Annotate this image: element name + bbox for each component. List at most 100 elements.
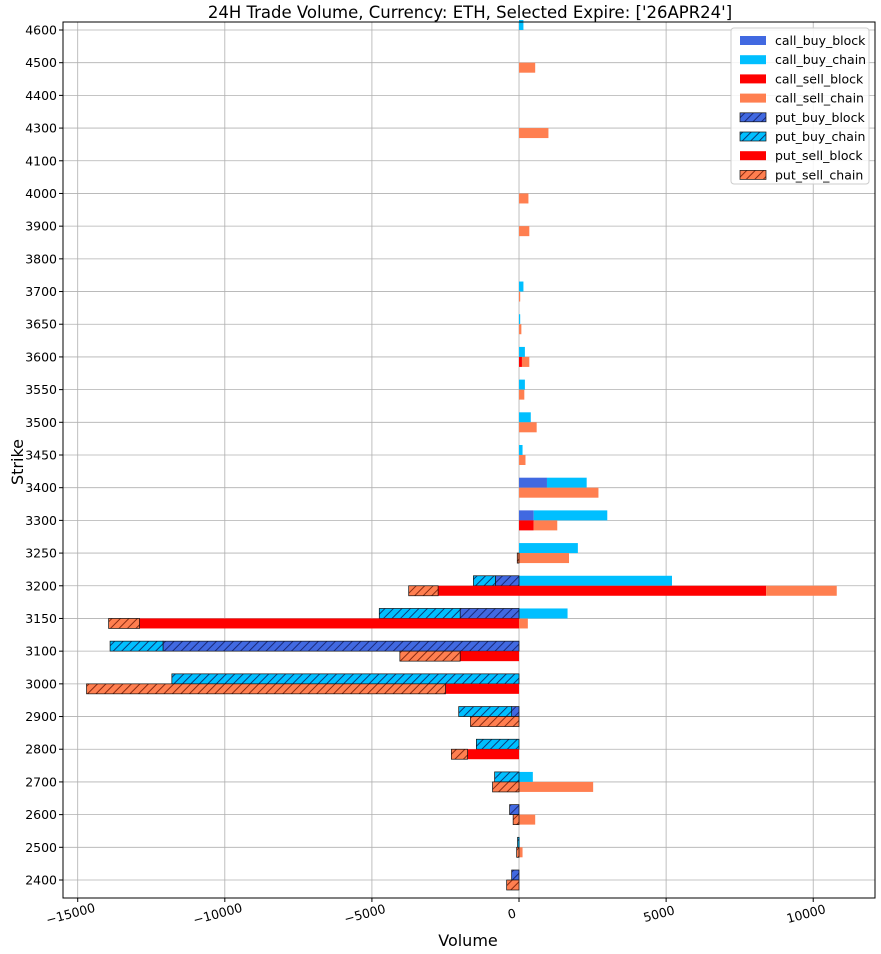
bar-call_sell_chain bbox=[519, 324, 522, 335]
bar-call_buy_chain bbox=[519, 379, 525, 390]
bar-put_buy_block bbox=[509, 804, 520, 815]
x-tick-label: −5000 bbox=[342, 901, 387, 926]
y-tick-label: 4300 bbox=[25, 121, 57, 136]
y-tick-label: 2400 bbox=[25, 873, 57, 888]
bar-put_buy_chain bbox=[458, 706, 513, 717]
legend-swatch-call_sell_block bbox=[740, 74, 766, 84]
bar-put_sell_chain bbox=[399, 650, 461, 662]
x-axis-ticks: −15000 −10000 −5000 0 5000 10000 bbox=[44, 898, 827, 927]
bar-call_sell_chain bbox=[766, 585, 837, 596]
y-tick-label: 3800 bbox=[25, 251, 57, 266]
bar-put_sell_chain bbox=[408, 585, 439, 597]
bar-put_buy_block bbox=[162, 640, 520, 652]
plot-frame bbox=[62, 21, 876, 899]
bar-call_sell_chain bbox=[519, 618, 528, 629]
y-tick-label: 4400 bbox=[25, 88, 57, 103]
bar-call_buy_chain bbox=[519, 412, 531, 423]
bar-put_buy_chain bbox=[378, 608, 461, 619]
legend-label-call_buy_chain: call_buy_chain bbox=[775, 52, 866, 67]
bar-put_sell_chain bbox=[450, 748, 468, 760]
x-tick-label: −15000 bbox=[44, 900, 96, 928]
legend-box bbox=[730, 27, 870, 185]
y-tick-label: 3600 bbox=[25, 349, 57, 364]
bar-put_sell_block bbox=[438, 585, 520, 596]
y-tick-label: 4100 bbox=[25, 153, 57, 168]
bar-call_sell_chain bbox=[519, 814, 536, 825]
bar-put_buy_chain bbox=[517, 836, 520, 848]
y-tick-label: 3100 bbox=[25, 644, 57, 659]
y-tick-label: 2700 bbox=[25, 774, 57, 789]
x-tick-label: 0 bbox=[506, 905, 518, 922]
bar-put_buy_block bbox=[511, 869, 520, 881]
bar-call_buy_chain bbox=[519, 20, 524, 30]
x-axis-label: Volume bbox=[438, 931, 498, 950]
legend-label-call_sell_chain: call_sell_chain bbox=[775, 91, 864, 106]
bar-call_sell_chain bbox=[519, 553, 570, 564]
bar-put_sell_chain bbox=[492, 781, 520, 793]
chart-title: 24H Trade Volume, Currency: ETH, Selecte… bbox=[208, 3, 732, 22]
y-tick-label: 4500 bbox=[25, 55, 57, 70]
bars bbox=[86, 20, 837, 891]
bar-put_buy_chain bbox=[109, 640, 164, 652]
y-tick-label: 2900 bbox=[25, 709, 57, 724]
y-tick-label: 3300 bbox=[25, 513, 57, 528]
legend-label-put_sell_block: put_sell_block bbox=[775, 148, 863, 163]
bar-call_buy_chain bbox=[519, 445, 523, 455]
y-tick-label: 3250 bbox=[25, 546, 57, 561]
bar-call_sell_block bbox=[519, 585, 767, 596]
y-tick-label: 3400 bbox=[25, 480, 57, 495]
bar-call_sell_chain bbox=[519, 487, 599, 498]
bar-call_buy_chain bbox=[519, 608, 568, 619]
bar-put_sell_chain bbox=[470, 716, 520, 727]
bar-put_sell_block bbox=[445, 683, 520, 694]
bar-put_sell_block bbox=[460, 651, 520, 662]
bar-call_sell_block bbox=[519, 520, 534, 531]
bar-put_sell_chain bbox=[516, 552, 520, 564]
y-axis-label: Strike bbox=[8, 439, 27, 485]
bar-call_sell_chain bbox=[519, 422, 537, 433]
bar-put_sell_chain bbox=[506, 879, 520, 891]
y-tick-label: 3500 bbox=[25, 415, 57, 430]
bar-put_buy_block bbox=[511, 706, 520, 717]
bar-call_sell_chain bbox=[519, 389, 525, 400]
legend-swatch-put_sell_block bbox=[740, 151, 766, 161]
bar-put_sell_chain bbox=[516, 846, 520, 858]
bar-call_sell_chain bbox=[533, 520, 558, 531]
bar-call_buy_chain bbox=[519, 346, 525, 357]
legend-swatch-call_buy_block bbox=[740, 36, 766, 45]
y-tick-label: 2800 bbox=[25, 742, 57, 757]
y-tick-label: 3150 bbox=[25, 611, 57, 626]
bar-call_buy_chain bbox=[519, 543, 578, 554]
bar-put_buy_chain bbox=[473, 575, 496, 587]
bar-call_sell_chain bbox=[519, 193, 529, 204]
legend-swatch-put_sell_chain bbox=[739, 170, 767, 180]
y-tick-label: 3450 bbox=[25, 448, 57, 463]
bar-call_buy_chain bbox=[546, 477, 587, 488]
bar-put_buy_chain bbox=[494, 771, 520, 783]
y-tick-label: 2600 bbox=[25, 807, 57, 822]
legend-label-put_buy_chain: put_buy_chain bbox=[775, 129, 865, 144]
bar-put_sell_chain bbox=[108, 618, 140, 629]
bar-call_buy_block bbox=[519, 510, 534, 521]
legend-label-put_buy_block: put_buy_block bbox=[775, 110, 865, 125]
y-tick-label: 3900 bbox=[25, 219, 57, 234]
bar-call_sell_chain bbox=[519, 226, 530, 237]
legend-swatch-put_buy_block bbox=[739, 112, 767, 123]
bar-put_buy_chain bbox=[171, 673, 520, 685]
bar-put_buy_chain bbox=[476, 738, 520, 750]
bar-call_sell_chain bbox=[519, 847, 523, 858]
bar-call_buy_chain bbox=[533, 510, 608, 521]
x-tick-label: 5000 bbox=[642, 902, 677, 925]
legend-label-put_sell_chain: put_sell_chain bbox=[775, 167, 863, 182]
y-tick-label: 3550 bbox=[25, 382, 57, 397]
bar-call_sell_chain bbox=[519, 128, 549, 139]
bar-call_sell_chain bbox=[521, 356, 530, 367]
y-tick-label: 3000 bbox=[25, 676, 57, 691]
bar-call_sell_block bbox=[519, 356, 522, 367]
bar-call_buy_chain bbox=[519, 281, 524, 292]
bar-call_sell_chain bbox=[519, 291, 521, 302]
bar-put_buy_block bbox=[459, 608, 520, 619]
legend-swatch-call_buy_chain bbox=[740, 55, 766, 65]
y-tick-label: 4000 bbox=[25, 186, 57, 201]
